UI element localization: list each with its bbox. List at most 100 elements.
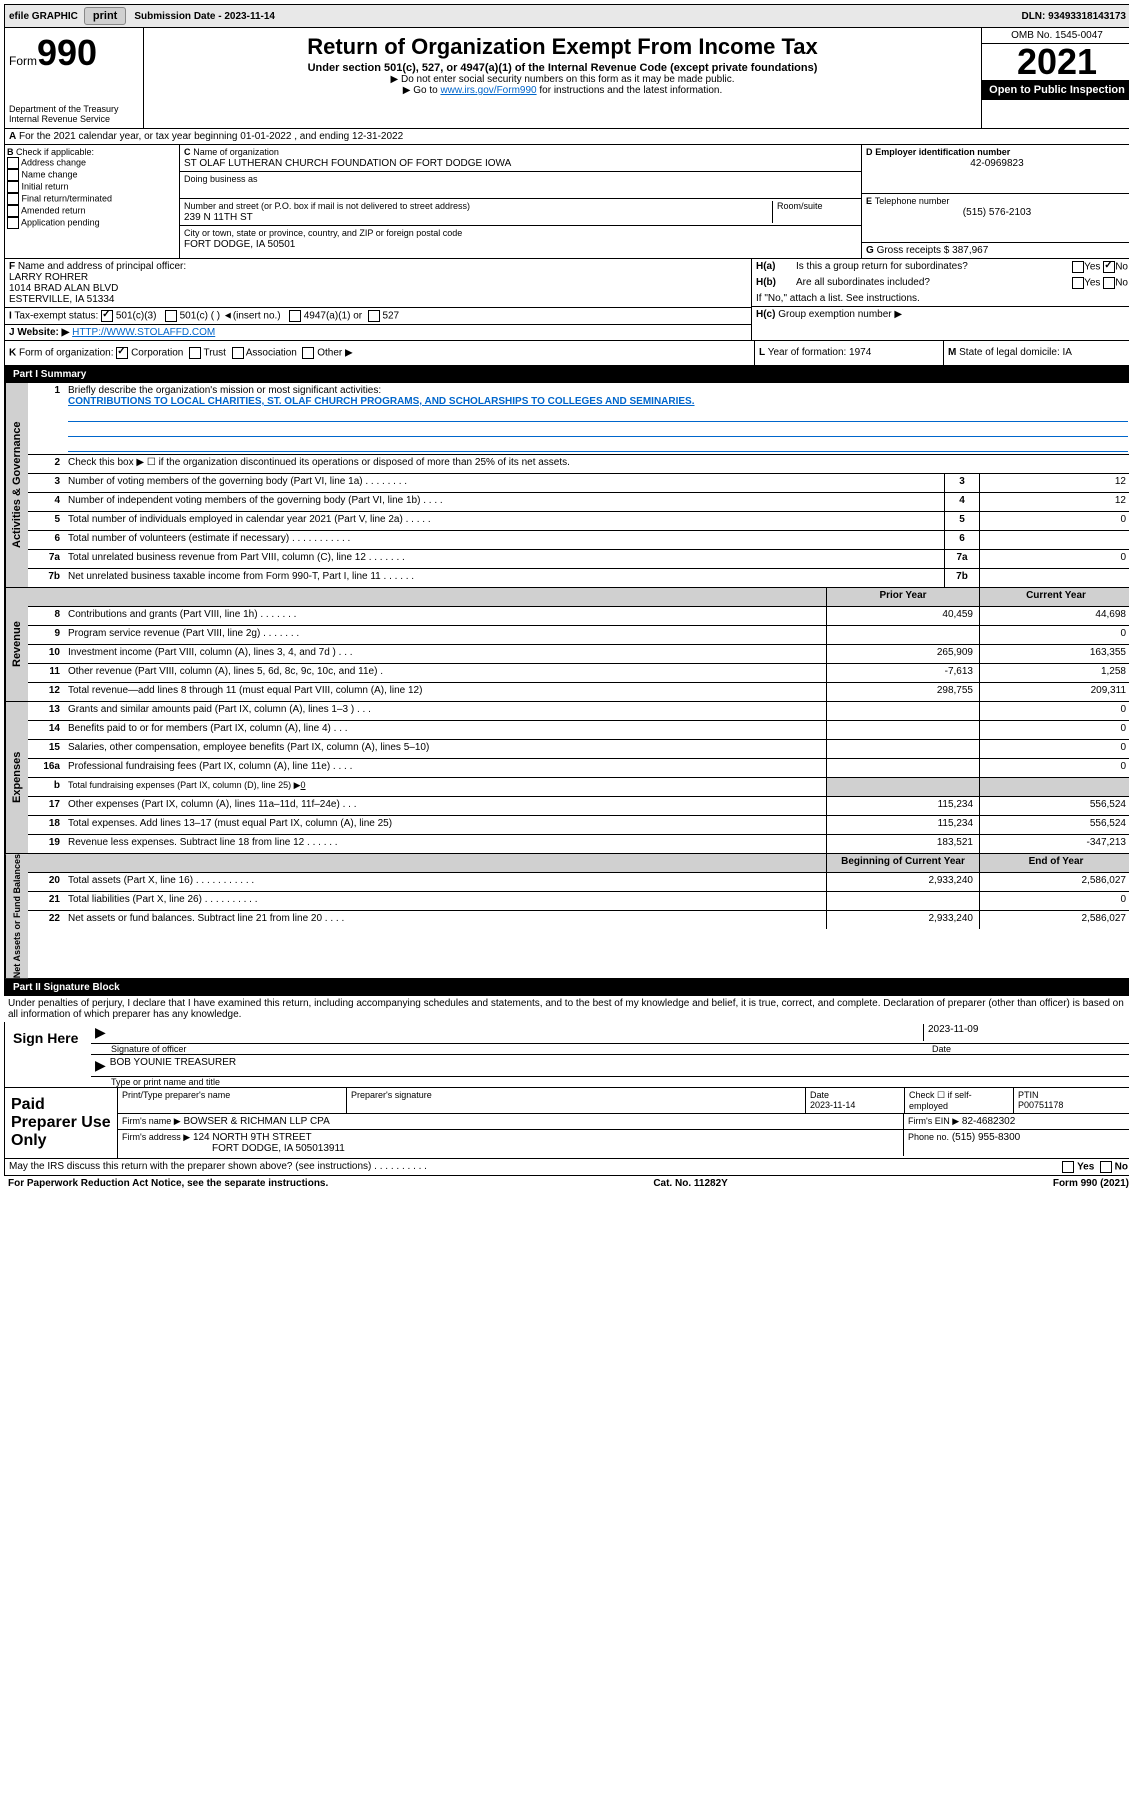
part1-header: Part I Summary — [4, 366, 1129, 383]
year-block: OMB No. 1545-0047 2021 Open to Public In… — [982, 28, 1129, 128]
open-inspection: Open to Public Inspection — [982, 80, 1129, 100]
end-year-header: End of Year — [979, 854, 1129, 872]
form-subtitle: Under section 501(c), 527, or 4947(a)(1)… — [148, 62, 977, 74]
ptin: P00751178 — [1018, 1100, 1063, 1110]
revenue-line: 10Investment income (Part VIII, column (… — [28, 644, 1129, 663]
checkbox-hb-yes[interactable] — [1072, 277, 1084, 289]
gross-receipts: 387,967 — [952, 245, 988, 256]
irs-link[interactable]: www.irs.gov/Form990 — [440, 85, 536, 96]
checkbox-name[interactable] — [7, 169, 19, 181]
sign-here-label: Sign Here — [5, 1022, 91, 1087]
form-number: 990 — [37, 32, 97, 73]
ssn-note: ▶ Do not enter social security numbers o… — [148, 74, 977, 85]
checkbox-hb-no[interactable] — [1103, 277, 1115, 289]
firm-name: BOWSER & RICHMAN LLP CPA — [183, 1116, 329, 1127]
checkbox-other[interactable] — [302, 347, 314, 359]
expense-line: 19Revenue less expenses. Subtract line 1… — [28, 834, 1129, 853]
block-h: H(a) Is this a group return for subordin… — [752, 259, 1129, 340]
block-b: B Check if applicable: Address change Na… — [5, 145, 180, 258]
summary-line: 4Number of independent voting members of… — [28, 492, 1129, 511]
checkbox-trust[interactable] — [189, 347, 201, 359]
paperwork-notice: For Paperwork Reduction Act Notice, see … — [8, 1178, 328, 1189]
netasset-line: 21Total liabilities (Part X, line 26) . … — [28, 891, 1129, 910]
footer: For Paperwork Reduction Act Notice, see … — [4, 1176, 1129, 1191]
letter-l: L — [759, 347, 765, 358]
state-domicile: State of legal domicile: IA — [959, 347, 1072, 358]
sign-here-block: Sign Here ▶ 2023-11-09 Signature of offi… — [4, 1022, 1129, 1088]
firm-city: FORT DODGE, IA 505013911 — [122, 1143, 345, 1154]
letter-k: K — [9, 348, 16, 359]
officer-signed: BOB YOUNIE TREASURER — [110, 1057, 236, 1074]
block-c: C Name of organization ST OLAF LUTHERAN … — [180, 145, 861, 258]
current-year-header: Current Year — [979, 588, 1129, 606]
prior-year-header: Prior Year — [826, 588, 979, 606]
letter-m: M — [948, 347, 956, 358]
firm-phone: (515) 955-8300 — [952, 1132, 1020, 1143]
letter-b: B — [7, 147, 14, 157]
revenue-line: 12Total revenue—add lines 8 through 11 (… — [28, 682, 1129, 701]
paid-preparer-block: Paid Preparer Use Only Print/Type prepar… — [4, 1088, 1129, 1159]
summary-line: 7aTotal unrelated business revenue from … — [28, 549, 1129, 568]
letter-g: G — [866, 245, 874, 256]
form-label: Form — [9, 54, 37, 68]
expense-line: 18Total expenses. Add lines 13–17 (must … — [28, 815, 1129, 834]
sig-date: 2023-11-09 — [923, 1024, 1128, 1041]
letter-hc: H(c) — [756, 309, 775, 320]
letter-a: A — [9, 131, 16, 142]
expense-line: 16aProfessional fundraising fees (Part I… — [28, 758, 1129, 777]
netasset-line: 20Total assets (Part X, line 16) . . . .… — [28, 872, 1129, 891]
rotate-expenses: Expenses — [5, 702, 28, 853]
goto-note: ▶ Go to www.irs.gov/Form990 for instruct… — [148, 85, 977, 96]
checkbox-527[interactable] — [368, 310, 380, 322]
print-button[interactable]: print — [84, 7, 126, 25]
penalty-statement: Under penalties of perjury, I declare th… — [4, 996, 1129, 1022]
block-k-l-m: K Form of organization: Corporation Trus… — [4, 341, 1129, 366]
arrow-icon: ▶ — [95, 1024, 106, 1041]
checkbox-initial[interactable] — [7, 181, 19, 193]
dept-treasury: Department of the Treasury Internal Reve… — [9, 104, 139, 124]
checkbox-ha-no[interactable] — [1103, 261, 1115, 273]
expense-line: 13Grants and similar amounts paid (Part … — [28, 702, 1129, 720]
arrow-icon: ▶ — [95, 1057, 106, 1074]
city-state-zip: FORT DODGE, IA 50501 — [184, 239, 295, 250]
letter-c: C — [184, 147, 191, 157]
checkbox-501c[interactable] — [165, 310, 177, 322]
prep-date: 2023-11-14 — [810, 1100, 855, 1110]
ein: 42-0969823 — [866, 158, 1128, 169]
letter-d: D — [866, 147, 873, 157]
revenue-section: Revenue Prior Year Current Year 8Contrib… — [4, 588, 1129, 702]
revenue-line: 8Contributions and grants (Part VIII, li… — [28, 606, 1129, 625]
rotate-governance: Activities & Governance — [5, 383, 28, 587]
rotate-revenue: Revenue — [5, 588, 28, 701]
checkbox-amended[interactable] — [7, 205, 19, 217]
checkbox-assoc[interactable] — [232, 347, 244, 359]
checkbox-pending[interactable] — [7, 217, 19, 229]
form-title-block: Return of Organization Exempt From Incom… — [144, 28, 982, 128]
checkbox-4947[interactable] — [289, 310, 301, 322]
checkbox-corp[interactable] — [116, 347, 128, 359]
website-link[interactable]: HTTP://WWW.STOLAFFD.COM — [72, 327, 215, 338]
street-address: 239 N 11TH ST — [184, 212, 253, 223]
rotate-netassets: Net Assets or Fund Balances — [5, 854, 28, 978]
checkbox-address[interactable] — [7, 157, 19, 169]
efile-label: efile GRAPHIC — [5, 9, 82, 24]
block-f-h: F Name and address of principal officer:… — [4, 259, 1129, 341]
tax-year: 2021 — [982, 44, 1129, 80]
letter-i: I — [9, 311, 12, 322]
form-version: Form 990 (2021) — [1053, 1178, 1129, 1189]
checkbox-irs-no[interactable] — [1100, 1161, 1112, 1173]
cat-no: Cat. No. 11282Y — [653, 1178, 727, 1189]
paid-preparer-label: Paid Preparer Use Only — [5, 1088, 118, 1158]
checkbox-final[interactable] — [7, 193, 19, 205]
expenses-section: Expenses 13Grants and similar amounts pa… — [4, 702, 1129, 854]
firm-ein: 82-4682302 — [962, 1116, 1015, 1127]
line-a: A For the 2021 calendar year, or tax yea… — [4, 129, 1129, 145]
checkbox-501c3[interactable] — [101, 310, 113, 322]
org-name: ST OLAF LUTHERAN CHURCH FOUNDATION OF FO… — [184, 158, 511, 169]
checkbox-irs-yes[interactable] — [1062, 1161, 1074, 1173]
revenue-line: 11Other revenue (Part VIII, column (A), … — [28, 663, 1129, 682]
summary-line: 6Total number of volunteers (estimate if… — [28, 530, 1129, 549]
begin-year-header: Beginning of Current Year — [826, 854, 979, 872]
checkbox-ha-yes[interactable] — [1072, 261, 1084, 273]
netasset-line: 22Net assets or fund balances. Subtract … — [28, 910, 1129, 929]
